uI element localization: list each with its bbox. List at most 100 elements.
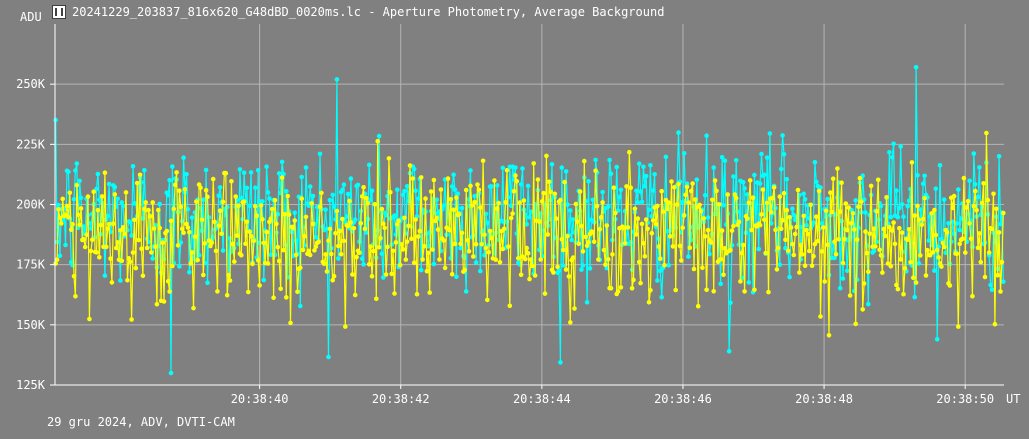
data-point xyxy=(558,360,563,365)
data-point xyxy=(788,225,794,230)
data-point xyxy=(986,250,992,255)
data-point xyxy=(348,220,354,225)
data-point xyxy=(250,261,255,267)
data-point xyxy=(735,209,740,214)
data-point xyxy=(94,186,99,192)
data-point xyxy=(864,250,870,256)
data-point xyxy=(686,200,691,205)
data-point xyxy=(397,262,403,268)
data-point xyxy=(227,278,233,283)
data-point xyxy=(350,272,355,277)
data-point xyxy=(276,171,282,176)
data-point xyxy=(411,260,417,266)
data-point xyxy=(933,186,939,191)
data-point xyxy=(343,324,348,329)
data-point xyxy=(274,221,279,227)
data-point xyxy=(702,234,708,239)
data-point xyxy=(478,268,483,274)
data-point xyxy=(618,187,624,193)
series-layer xyxy=(53,65,1006,376)
data-point xyxy=(366,162,372,168)
data-point xyxy=(216,223,222,228)
data-point xyxy=(132,217,137,223)
data-point xyxy=(908,260,913,265)
x-tick-label: 20:38:42 xyxy=(372,392,430,406)
data-point xyxy=(802,263,808,269)
data-point xyxy=(267,196,272,201)
data-point xyxy=(291,225,296,231)
data-point xyxy=(583,234,588,240)
data-point xyxy=(167,177,172,183)
data-point xyxy=(815,238,820,244)
data-point xyxy=(95,171,101,177)
data-point xyxy=(551,270,556,275)
data-point xyxy=(971,151,977,156)
data-point xyxy=(913,65,919,70)
data-point xyxy=(698,208,704,214)
x-axis-unit-label: UT xyxy=(1006,392,1021,406)
data-point xyxy=(992,321,998,327)
data-point xyxy=(90,237,95,243)
data-point xyxy=(821,225,826,230)
data-point xyxy=(944,230,950,235)
data-point xyxy=(375,138,381,144)
data-point xyxy=(78,195,84,201)
data-point xyxy=(950,205,955,211)
data-point xyxy=(680,225,685,230)
data-point xyxy=(586,179,591,184)
data-point xyxy=(956,187,961,192)
data-point xyxy=(199,217,205,222)
data-point xyxy=(923,273,929,278)
data-point xyxy=(850,210,856,216)
data-point xyxy=(284,295,289,300)
data-point xyxy=(449,271,455,277)
data-point xyxy=(239,252,244,258)
data-point xyxy=(120,225,126,230)
data-point xyxy=(441,203,447,208)
data-point xyxy=(194,199,199,204)
data-point xyxy=(770,195,775,201)
data-point xyxy=(77,178,82,184)
data-point xyxy=(985,197,991,203)
data-point xyxy=(679,258,684,263)
data-point xyxy=(392,213,397,218)
data-point xyxy=(451,172,456,177)
data-point xyxy=(759,212,764,217)
data-point xyxy=(81,236,87,242)
data-point xyxy=(127,259,133,265)
data-point xyxy=(198,185,203,190)
data-point xyxy=(631,277,636,283)
data-point xyxy=(597,227,603,232)
data-point xyxy=(265,261,271,266)
data-point xyxy=(1001,279,1006,285)
data-point xyxy=(940,240,946,246)
data-point xyxy=(892,241,898,247)
data-point xyxy=(185,225,191,230)
data-point xyxy=(544,153,549,159)
data-point xyxy=(690,181,695,186)
data-point xyxy=(863,210,868,215)
data-point xyxy=(648,288,653,293)
data-point xyxy=(244,219,250,225)
data-point xyxy=(201,272,206,278)
data-point xyxy=(345,191,351,197)
data-point xyxy=(255,168,261,173)
data-point xyxy=(605,256,611,262)
data-point xyxy=(494,206,500,211)
data-point xyxy=(663,154,669,160)
data-point xyxy=(607,157,612,163)
data-point xyxy=(334,77,340,82)
data-point xyxy=(832,239,837,244)
data-point xyxy=(511,189,517,194)
data-point xyxy=(341,182,347,187)
data-point xyxy=(191,305,196,311)
data-point xyxy=(579,267,584,272)
data-point xyxy=(527,276,532,282)
data-point xyxy=(681,213,687,218)
data-point xyxy=(119,258,125,264)
data-point xyxy=(552,191,558,197)
data-point xyxy=(860,307,865,312)
data-point xyxy=(388,190,393,195)
data-point xyxy=(326,354,331,360)
